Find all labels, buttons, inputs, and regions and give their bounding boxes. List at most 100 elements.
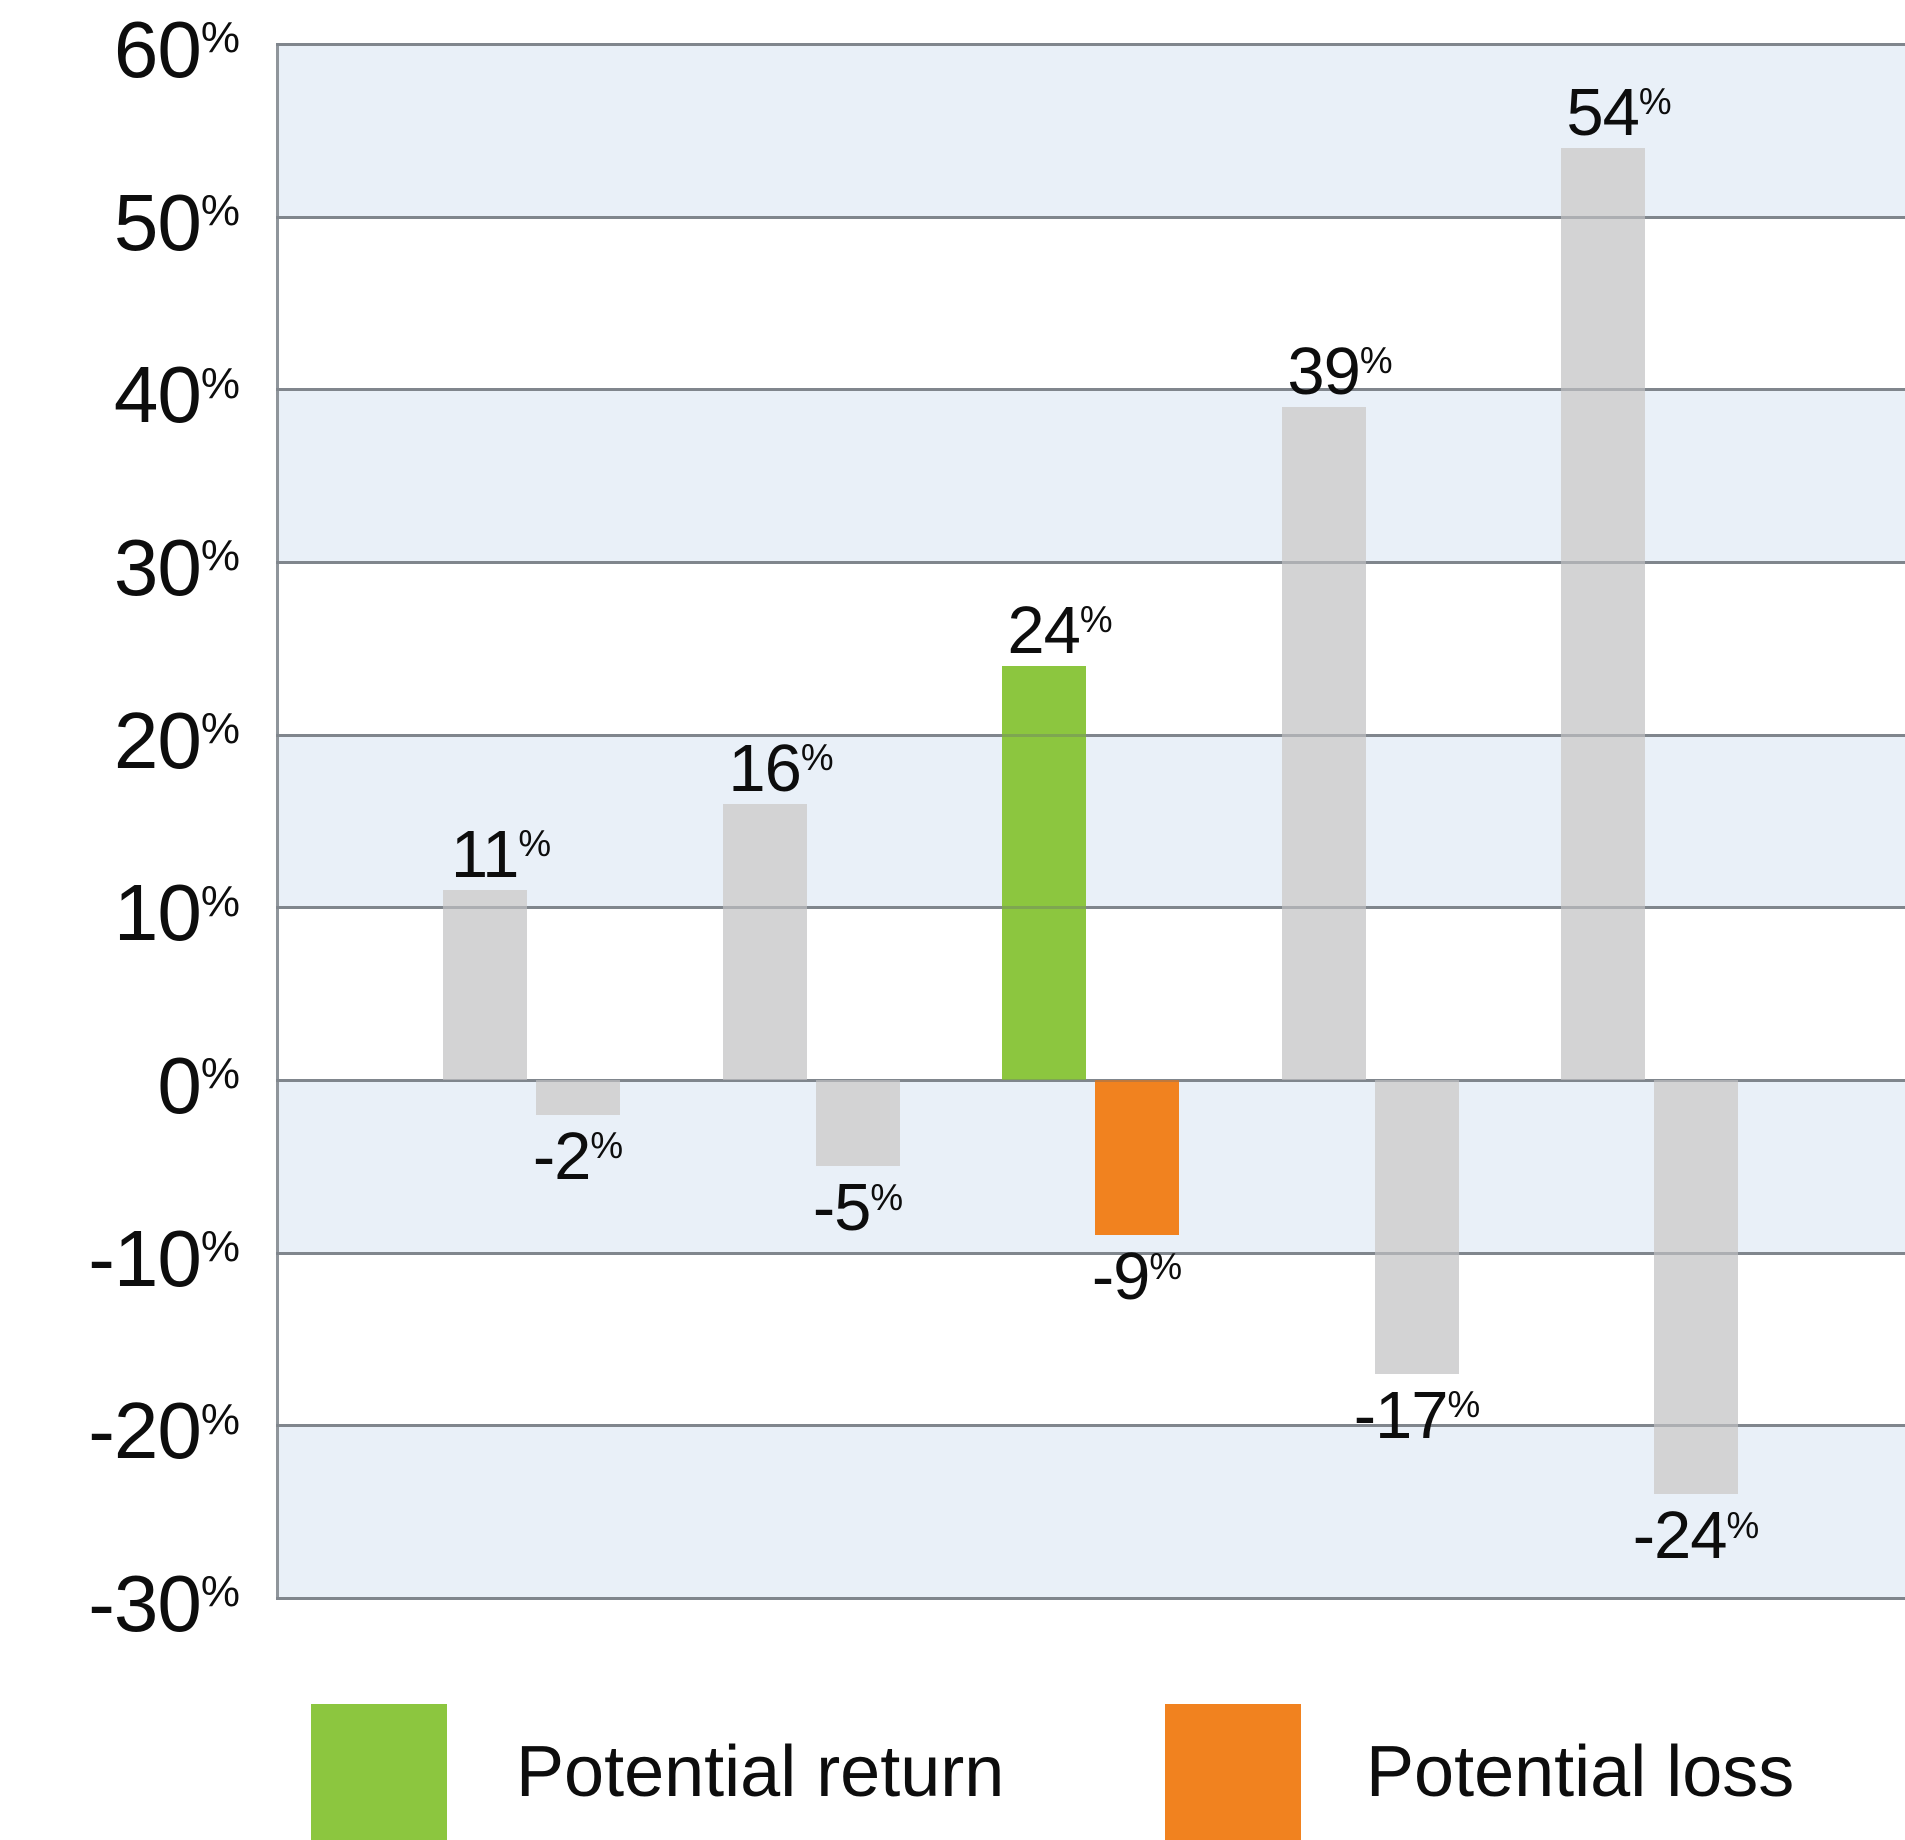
percent-sign: % [200, 1222, 240, 1272]
gridline--20 [276, 1424, 1905, 1428]
gridline-overlay-50 [276, 215, 1905, 219]
percent-sign: % [1447, 1383, 1481, 1425]
bar-label-loss-3: -17% [1354, 1382, 1481, 1459]
plot-band [276, 389, 1905, 562]
gridline-0 [276, 1079, 1905, 1082]
y-tick-label-20pct: 20% [0, 700, 240, 794]
value-text: 39 [1287, 333, 1361, 409]
gridline-30 [276, 560, 1905, 564]
legend-swatch-potential-loss [1165, 1704, 1301, 1840]
value-text: -10 [88, 1213, 202, 1303]
y-tick-label-40pct: 40% [0, 355, 240, 448]
gridline-40 [276, 388, 1905, 392]
bar-label-loss-1: -5% [813, 1174, 903, 1251]
value-text: -20 [88, 1386, 202, 1476]
y-tick-label-0pct: 0% [0, 1046, 240, 1139]
value-text: 30 [113, 522, 202, 612]
percent-sign: % [200, 1049, 240, 1099]
plot-band [276, 216, 1905, 390]
value-text: -17 [1353, 1377, 1449, 1453]
plot-band [276, 1425, 1905, 1598]
bar-return-4 [1561, 147, 1645, 1080]
value-text: 11 [450, 817, 520, 893]
value-text: -9 [1091, 1239, 1151, 1315]
value-text: 50 [113, 177, 202, 267]
gridline-20 [276, 733, 1905, 737]
legend-label-potential-loss: Potential loss [1366, 1732, 1795, 1812]
gridline-overlay--20 [276, 1424, 1905, 1428]
percent-sign: % [870, 1176, 904, 1218]
y-tick-label--20pct: -20% [0, 1391, 240, 1484]
bar-label-return-4: 54% [1566, 79, 1671, 156]
percent-sign: % [200, 13, 240, 63]
percent-sign: % [200, 1567, 240, 1617]
bar-return-2 [1002, 665, 1086, 1080]
value-text: 16 [728, 730, 802, 806]
gridline-overlay-40 [276, 388, 1905, 392]
gridline-overlay--10 [276, 1251, 1905, 1255]
value-text: -2 [532, 1118, 592, 1194]
value-text: 0 [157, 1041, 201, 1130]
legend-swatch-potential-return [311, 1704, 447, 1840]
gridline-50 [276, 215, 1905, 219]
gridline-overlay-30 [276, 560, 1905, 564]
bar-loss-3 [1375, 1080, 1459, 1374]
percent-sign: % [1149, 1245, 1183, 1287]
bar-loss-4 [1654, 1080, 1738, 1495]
value-text: 54 [1566, 74, 1640, 150]
value-text: -5 [812, 1170, 872, 1246]
bar-label-loss-2: -9% [1092, 1243, 1182, 1320]
value-text: 20 [113, 695, 202, 785]
bar-label-loss-4: -24% [1633, 1502, 1760, 1579]
bar-label-loss-0: -2% [533, 1123, 623, 1200]
gridline-overlay-20 [276, 733, 1905, 737]
value-text: 24 [1007, 592, 1081, 668]
value-text: -24 [1632, 1498, 1728, 1574]
percent-sign: % [200, 1394, 240, 1444]
y-axis-line [276, 44, 279, 1600]
percent-sign: % [200, 186, 240, 236]
gridline-overlay-60 [276, 42, 1905, 46]
gridline-10 [276, 906, 1905, 910]
percent-sign: % [200, 876, 240, 926]
percent-sign: % [200, 531, 240, 581]
value-text: 60 [113, 4, 202, 94]
bar-loss-1 [816, 1080, 900, 1167]
gridline-overlay-0 [276, 1079, 1905, 1082]
bar-return-3 [1282, 406, 1366, 1080]
y-tick-label-10pct: 10% [0, 873, 240, 966]
percent-sign: % [200, 704, 240, 754]
bar-loss-0 [536, 1080, 620, 1115]
value-text: 40 [113, 350, 202, 440]
y-tick-label-50pct: 50% [0, 182, 240, 276]
percent-sign: % [518, 823, 552, 865]
y-tick-label--10pct: -10% [0, 1218, 240, 1312]
gridline-60 [276, 42, 1905, 46]
bar-label-return-2: 24% [1007, 597, 1112, 674]
bar-loss-2 [1095, 1080, 1179, 1236]
percent-sign: % [1726, 1504, 1760, 1546]
gridline-overlay--30 [276, 1597, 1905, 1600]
percent-sign: % [1359, 339, 1393, 381]
percent-sign: % [200, 358, 240, 408]
legend-label-potential-return: Potential return [516, 1732, 1005, 1812]
y-tick-label--30pct: -30% [0, 1564, 240, 1657]
percent-sign: % [1638, 80, 1672, 122]
value-text: 10 [113, 868, 202, 958]
bar-return-1 [723, 803, 807, 1080]
bar-return-0 [443, 890, 527, 1080]
y-tick-label-30pct: 30% [0, 527, 240, 621]
percent-sign: % [1079, 598, 1113, 640]
gridline--10 [276, 1251, 1905, 1255]
bar-label-return-1: 16% [728, 735, 833, 812]
y-tick-label-60pct: 60% [0, 9, 240, 103]
gridline-overlay-10 [276, 906, 1905, 910]
value-text: -30 [88, 1559, 202, 1648]
bar-label-return-3: 39% [1287, 338, 1392, 415]
percent-sign: % [800, 737, 834, 779]
plot-band [276, 1252, 1905, 1426]
bar-label-return-0: 11% [451, 821, 551, 898]
percent-sign: % [590, 1124, 624, 1166]
gridline--30 [276, 1597, 1905, 1600]
